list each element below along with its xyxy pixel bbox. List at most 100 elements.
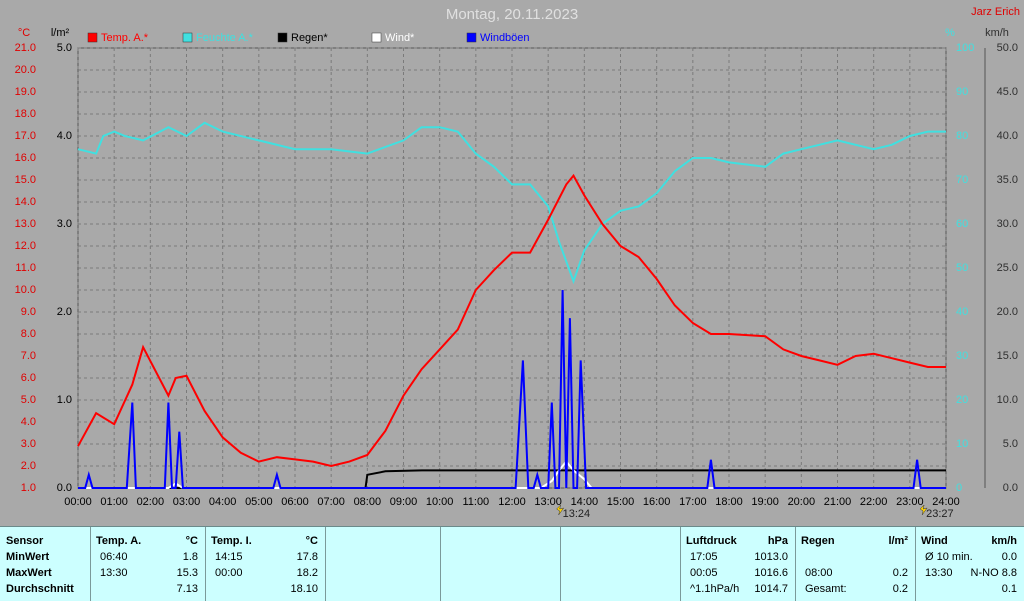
cell-value: 1016.6 (754, 567, 788, 579)
y-tick-label: 5.0 (1003, 438, 1018, 450)
cell-value: 1013.0 (754, 551, 788, 563)
separator (560, 527, 561, 601)
y-tick-label: 10.0 (997, 394, 1018, 406)
x-tick-label: 20:00 (788, 496, 816, 508)
y-tick-label: 40 (956, 306, 968, 318)
chart: Montag, 20.11.2023 Jarz Erich 00:00 01:00… (15, 6, 1020, 520)
y-tick-label: 25.0 (997, 262, 1018, 274)
y-tick-label: 60 (956, 218, 968, 230)
x-tick-label: 23:00 (896, 496, 924, 508)
separator (440, 527, 441, 601)
x-tick-label: 13:00 (534, 496, 562, 508)
cell-time: Gesamt: (805, 583, 847, 595)
section-unit: °C (305, 535, 318, 547)
cell-time: 00:00 (215, 567, 243, 579)
legend-swatch (371, 32, 382, 43)
cell-value: 7.13 (176, 583, 198, 595)
separator (795, 527, 796, 601)
x-tick-label: 18:00 (715, 496, 743, 508)
y-tick-label: 2.0 (57, 306, 72, 318)
x-tick-label: 12:00 (498, 496, 526, 508)
axis-unit: km/h (985, 27, 1009, 39)
axis-unit: °C (18, 27, 30, 39)
sensor-label: Sensor (6, 535, 44, 547)
annotation-label: 23:27 (926, 508, 954, 520)
y-tick-label: 10.0 (15, 284, 36, 296)
y-tick-label: 17.0 (15, 130, 36, 142)
y-tick-label: 6.0 (21, 372, 36, 384)
x-tick-label: 17:00 (679, 496, 707, 508)
separator (915, 527, 916, 601)
section-unit: km/h (991, 535, 1017, 547)
stats-table: Sensor MinWert MaxWert Durchschnitt Temp. A.… (0, 526, 1024, 601)
y-tick-label: 3.0 (57, 218, 72, 230)
x-tick-label: 07:00 (317, 496, 345, 508)
series-line (77, 121, 946, 285)
y-tick-label: 70 (956, 174, 968, 186)
chart-title: Montag, 20.11.2023 (446, 6, 578, 23)
legend-swatch (277, 32, 288, 43)
legend-label: Feuchte A.* (196, 32, 254, 44)
x-tick-label: 21:00 (824, 496, 852, 508)
x-tick-label: 22:00 (860, 496, 888, 508)
y-tick-label: 90 (956, 86, 968, 98)
x-tick-label: 02:00 (137, 496, 165, 508)
separator (205, 527, 206, 601)
separator (680, 527, 681, 601)
section-unit: l/m² (888, 535, 908, 547)
sensor-label: MaxWert (6, 567, 52, 579)
x-tick-label: 01:00 (100, 496, 128, 508)
x-tick-label: 04:00 (209, 496, 237, 508)
cell-time: 06:40 (100, 551, 128, 563)
cell-value: 17.8 (296, 551, 318, 563)
cell-value: 15.3 (176, 567, 198, 579)
cell-time: 00:05 (690, 567, 718, 579)
separator (325, 527, 326, 601)
y-tick-label: 1.0 (57, 394, 72, 406)
y-tick-label: 50.0 (997, 42, 1018, 54)
cell-time: 13:30 (100, 567, 128, 579)
legend-swatch (87, 32, 98, 43)
cell-value: 0.1 (1001, 583, 1017, 595)
legend-swatch (182, 32, 193, 43)
y-tick-label: 45.0 (997, 86, 1018, 98)
cell-value: 1014.7 (754, 583, 788, 595)
section-title: Temp. I. (211, 535, 252, 547)
y-tick-label: 0.0 (1003, 482, 1018, 494)
y-tick-label: 40.0 (997, 130, 1018, 142)
y-tick-label: 11.0 (15, 262, 36, 274)
x-tick-label: 24:00 (932, 496, 960, 508)
legend-label: Windböen (480, 32, 530, 44)
x-tick-label: 06:00 (281, 496, 309, 508)
y-tick-label: 2.0 (21, 460, 36, 472)
cell-value: N-NO 8.8 (970, 567, 1017, 579)
y-tick-label: 4.0 (21, 416, 36, 428)
y-tick-label: 0.0 (57, 482, 72, 494)
axis-unit: l/m² (51, 27, 70, 39)
x-tick-label: 00:00 (64, 496, 92, 508)
section-title: Temp. A. (96, 535, 142, 547)
y-tick-label: 0 (956, 482, 962, 494)
y-tick-label: 1.0 (21, 482, 36, 494)
cell-time: 14:15 (215, 551, 243, 563)
y-tick-label: 16.0 (15, 152, 36, 164)
sensor-label: MinWert (6, 551, 50, 563)
cell-value: 0.0 (1001, 551, 1017, 563)
x-tick-label: 15:00 (607, 496, 635, 508)
y-tick-label: 5.0 (57, 42, 72, 54)
y-tick-label: 15.0 (997, 350, 1018, 362)
cell-value: 0.2 (892, 583, 908, 595)
y-tick-label: 3.0 (21, 438, 36, 450)
cell-time: 08:00 (805, 567, 833, 579)
y-tick-label: 35.0 (997, 174, 1018, 186)
y-tick-label: 100 (956, 42, 974, 54)
sensor-label: Durchschnitt (6, 583, 74, 595)
series-line (78, 289, 946, 489)
y-tick-label: 5.0 (21, 394, 36, 406)
y-tick-label: 7.0 (21, 350, 36, 362)
y-tick-label: 20.0 (15, 64, 36, 76)
y-tick-label: 12.0 (15, 240, 36, 252)
annotation-icon (919, 504, 928, 516)
cell-value: 18.10 (290, 583, 318, 595)
